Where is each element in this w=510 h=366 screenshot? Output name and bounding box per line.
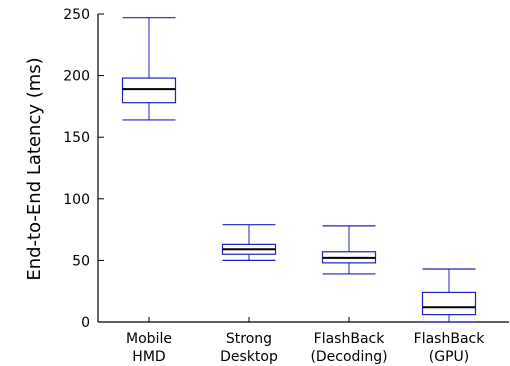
x-tick-label-line2: (GPU) — [429, 349, 469, 365]
box-group — [321, 225, 377, 275]
y-tick-label: 200 — [63, 69, 90, 85]
box-group — [221, 224, 277, 261]
y-ticks: 0 50 100 150 200 250 — [63, 7, 104, 331]
y-tick-label: 100 — [63, 192, 90, 208]
y-tick-label: 250 — [63, 7, 90, 23]
boxes — [121, 17, 477, 323]
x-tick-label-line2: Desktop — [220, 349, 278, 365]
box-group — [121, 17, 177, 121]
x-tick-label-line1: Strong — [226, 331, 272, 347]
y-tick-label: 150 — [63, 130, 90, 146]
axes — [97, 14, 509, 323]
x-labels: Mobile HMD Strong Desktop FlashBack (Decoding… — [126, 317, 485, 365]
x-tick-label-line2: (Decoding) — [310, 349, 387, 365]
box-group — [421, 268, 477, 323]
x-tick-label-line1: FlashBack — [414, 331, 486, 347]
y-axis-title: End-to-End Latency (ms) — [24, 57, 45, 280]
x-tick-label-line1: Mobile — [126, 331, 172, 347]
y-tick-label: 0 — [81, 315, 90, 331]
iqr-box — [421, 291, 477, 316]
x-tick-label-line2: HMD — [132, 349, 165, 365]
x-tick-label-line1: FlashBack — [314, 331, 386, 347]
iqr-box — [121, 77, 177, 104]
y-tick-label: 50 — [72, 253, 90, 269]
